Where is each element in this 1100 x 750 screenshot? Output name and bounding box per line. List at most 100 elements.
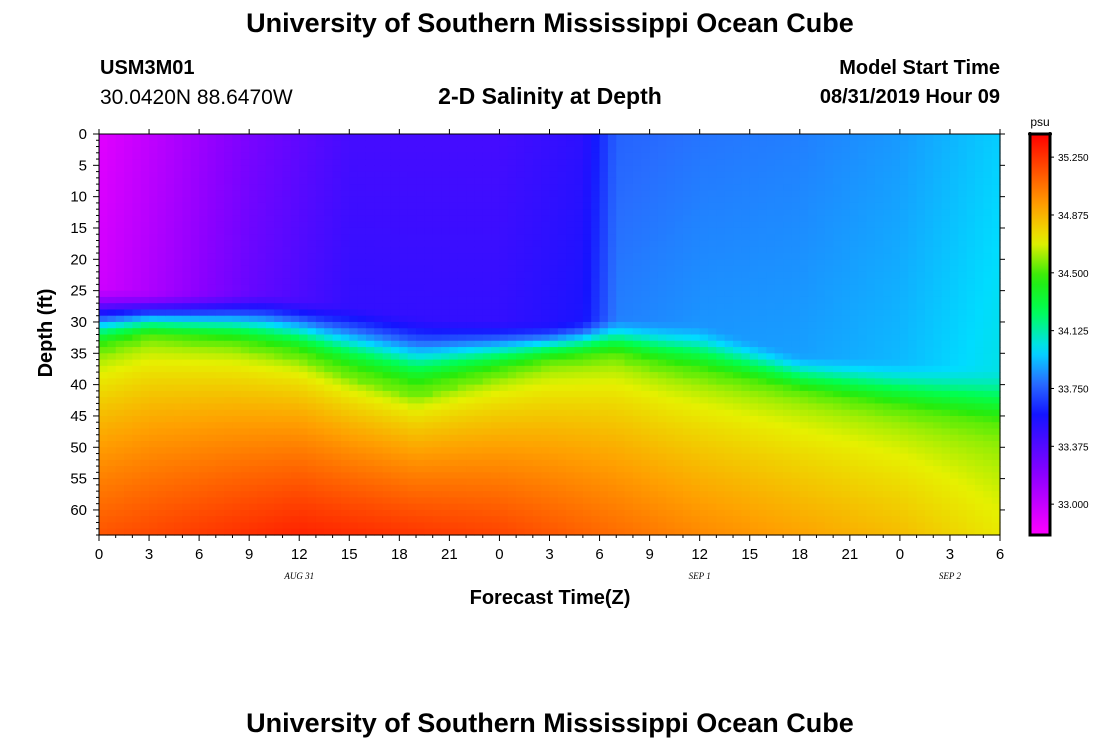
heatmap-cell [407,403,417,411]
heatmap-cell [182,190,192,198]
heatmap-cell [708,434,717,442]
heatmap-cell [574,434,584,442]
heatmap-cell [157,259,167,267]
heatmap-cell [491,459,501,467]
heatmap-cell [708,491,717,499]
heatmap-cell [416,246,425,254]
heatmap-cell [424,152,434,160]
heatmap-cell [499,134,509,141]
heatmap-cell [207,472,217,480]
heatmap-cell [641,328,651,336]
heatmap-cell [332,365,342,373]
heatmap-cell [182,509,192,517]
heatmap-cell [182,441,192,448]
heatmap-cell [574,447,584,455]
heatmap-cell [207,503,217,511]
heatmap-cell [557,491,567,499]
heatmap-cell [315,415,325,423]
heatmap-cell [299,209,309,217]
heatmap-cell [516,447,526,455]
heatmap-cell [716,259,726,267]
heatmap-cell [641,397,651,405]
heatmap-cell [432,140,442,148]
heatmap-cell [666,353,676,361]
heatmap-cell [107,265,117,273]
heatmap-cell [174,146,184,154]
heatmap-cell [349,466,359,473]
heatmap-cell [657,491,667,499]
heatmap-cell [733,347,742,354]
heatmap-cell [365,152,375,160]
heatmap-cell [616,209,626,217]
heatmap-cell [149,202,158,210]
heatmap-cell [215,315,225,323]
heatmap-cell [207,403,217,411]
heatmap-cell [724,240,734,248]
heatmap-cell [407,328,417,336]
heatmap-cell [566,190,576,198]
heatmap-cell [149,303,158,311]
heatmap-cell [416,484,425,492]
heatmap-cell [140,234,150,242]
heatmap-cell [99,528,108,536]
heatmap-cell [215,159,225,166]
heatmap-cell [240,466,250,473]
heatmap-cell [708,303,717,311]
heatmap-cell [607,227,617,235]
heatmap-cell [332,447,342,455]
heatmap-cell [199,271,209,279]
heatmap-cell [524,434,534,442]
heatmap-cell [332,284,342,292]
heatmap-cell [449,478,459,486]
heatmap-cell [290,503,300,511]
heatmap-cell [607,478,617,486]
heatmap-cell [549,447,559,455]
heatmap-cell [399,434,409,442]
heatmap-cell [124,403,133,411]
heatmap-cell [149,447,158,455]
heatmap-cell [299,409,309,417]
heatmap-cell [466,290,476,298]
heatmap-cell [290,271,300,279]
heatmap-cell [549,328,559,336]
heatmap-cell [607,202,617,210]
heatmap-cell [257,321,267,329]
heatmap-cell [149,472,158,480]
heatmap-cell [541,259,551,267]
heatmap-cell [441,415,450,423]
heatmap-cell [157,227,167,235]
heatmap-cell [182,278,192,285]
heatmap-cell [224,303,234,311]
heatmap-cell [499,447,509,455]
heatmap-cell [349,415,359,423]
heatmap-cell [607,284,617,292]
heatmap-cell [632,390,642,398]
heatmap-cell [724,415,734,423]
heatmap-cell [449,278,459,285]
heatmap-cell [649,415,659,423]
heatmap-cell [140,165,150,173]
heatmap-cell [249,328,259,336]
heatmap-cell [532,196,542,204]
heatmap-cell [599,484,609,492]
heatmap-cell [340,359,350,367]
heatmap-cell [466,215,476,223]
heatmap-cell [257,221,267,229]
heatmap-cell [657,227,667,235]
heatmap-cell [274,491,284,499]
heatmap-cell [532,397,542,405]
heatmap-cell [499,466,509,473]
heatmap-cell [140,447,150,455]
heatmap-cell [541,315,551,323]
heatmap-cell [616,296,626,304]
heatmap-cell [349,390,359,398]
heatmap-cell [516,459,526,467]
heatmap-cell [541,516,551,524]
heatmap-cell [549,522,559,530]
heatmap-cell [107,484,117,492]
heatmap-cell [249,134,259,141]
heatmap-cell [674,478,684,486]
heatmap-cell [224,209,234,217]
heatmap-cell [541,321,551,329]
heatmap-cell [215,509,225,517]
